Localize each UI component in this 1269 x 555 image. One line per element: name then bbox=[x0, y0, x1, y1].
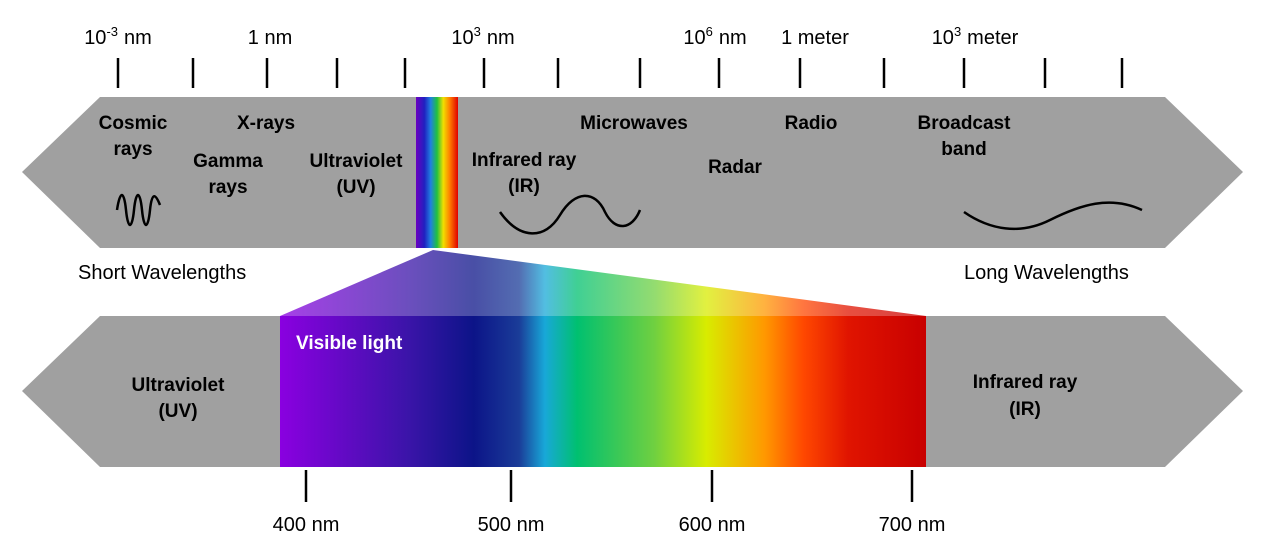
band-label: band bbox=[941, 139, 986, 160]
zoom-fan bbox=[280, 250, 926, 316]
band-label: Infrared ray bbox=[472, 150, 577, 171]
uv-label: Ultraviolet bbox=[132, 375, 226, 396]
band-label: rays bbox=[208, 177, 247, 198]
band-label: Radar bbox=[708, 157, 762, 178]
scale-label: 103 nm bbox=[451, 24, 514, 49]
spectrum-strip bbox=[416, 97, 458, 248]
uv-label: (UV) bbox=[158, 401, 197, 422]
band-label: Cosmic bbox=[99, 113, 168, 134]
short-wavelengths: Short Wavelengths bbox=[78, 262, 246, 284]
bottom-ticks bbox=[304, 470, 914, 502]
band-label: rays bbox=[113, 139, 152, 160]
band-label: (IR) bbox=[508, 176, 540, 197]
scale-unit: nm bbox=[487, 27, 515, 49]
wavelength-label: 600 nm bbox=[679, 514, 746, 536]
scale-unit: nm bbox=[124, 27, 152, 49]
scale-exponent: 3 bbox=[954, 24, 961, 39]
scale-ticks bbox=[116, 58, 1124, 88]
scale-unit: meter bbox=[967, 27, 1018, 49]
scale-text: 1 meter bbox=[781, 27, 849, 49]
band-label: X-rays bbox=[237, 113, 295, 134]
visible-spectrum bbox=[280, 316, 926, 467]
band-label: Gamma bbox=[193, 151, 263, 172]
long-wavelengths: Long Wavelengths bbox=[964, 262, 1129, 284]
ir-label: (IR) bbox=[1009, 399, 1041, 420]
band-label: Radio bbox=[785, 113, 838, 134]
scale-label: 103 meter bbox=[932, 24, 1019, 49]
scale-base: 10 bbox=[683, 27, 705, 49]
scale-base: 10 bbox=[84, 27, 106, 49]
band-label: Microwaves bbox=[580, 113, 688, 134]
band-label: Ultraviolet bbox=[310, 151, 404, 172]
wavelength-label: 500 nm bbox=[478, 514, 545, 536]
scale-exponent: -3 bbox=[106, 24, 118, 39]
top-band bbox=[22, 97, 1243, 248]
scale-label: 10-3 nm bbox=[84, 24, 152, 49]
wavelength-label: 400 nm bbox=[273, 514, 340, 536]
scale-text: 1 nm bbox=[248, 27, 292, 49]
scale-base: 10 bbox=[932, 27, 954, 49]
scale-base: 10 bbox=[451, 27, 473, 49]
scale-label: 106 nm bbox=[683, 24, 746, 49]
waves bbox=[115, 193, 1143, 235]
scale-unit: nm bbox=[719, 27, 747, 49]
visible-title: Visible light bbox=[296, 333, 403, 354]
scale-label: 1 meter bbox=[781, 27, 849, 49]
scale-label: 1 nm bbox=[248, 27, 292, 49]
band-label: (UV) bbox=[336, 177, 375, 198]
band-label: Broadcast bbox=[918, 113, 1012, 134]
wavelength-label: 700 nm bbox=[879, 514, 946, 536]
scale-exponent: 3 bbox=[474, 24, 481, 39]
scale-exponent: 6 bbox=[706, 24, 713, 39]
ir-label: Infrared ray bbox=[973, 372, 1078, 393]
